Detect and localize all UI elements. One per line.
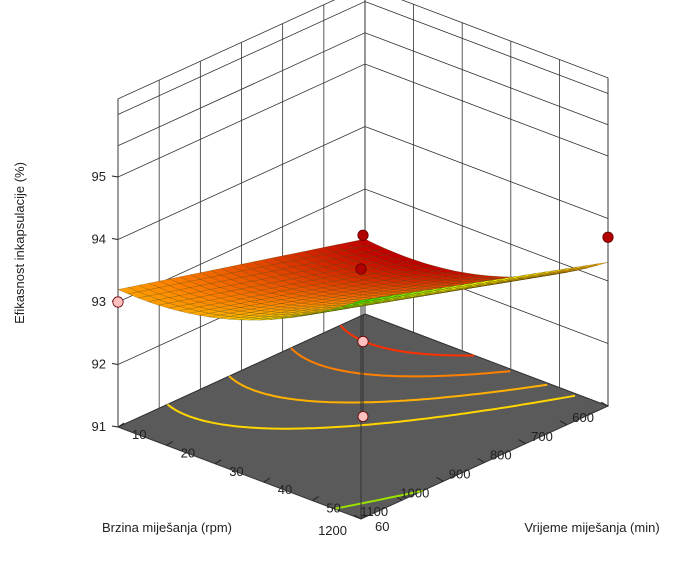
design-points <box>112 229 614 422</box>
y-tick-mark <box>600 401 609 407</box>
contour-line <box>339 324 475 357</box>
y-tick-mark <box>477 458 485 463</box>
x-axis-title: Vrijeme miješanja (min) <box>524 520 659 535</box>
y-tick-mark <box>518 439 526 445</box>
design-point <box>357 335 369 348</box>
design-point <box>602 231 614 243</box>
z-gridline <box>117 126 609 240</box>
z-gridline <box>117 188 609 303</box>
design-point <box>355 263 367 275</box>
z-tick-label: 95 <box>92 169 106 184</box>
z-gridline <box>117 32 609 147</box>
contour-line <box>166 394 576 430</box>
z-tick-label: 91 <box>92 419 106 434</box>
y-axis-title: Brzina miješanja (rpm) <box>102 520 232 535</box>
z-tick-mark <box>111 425 119 428</box>
y-tick-label: 700 <box>531 429 553 444</box>
x-tick-mark <box>360 514 368 520</box>
surface-cell <box>350 298 372 304</box>
y-tick-label: 900 <box>449 467 471 482</box>
y-tick-label: 800 <box>490 448 512 463</box>
z-tick-mark <box>111 363 119 365</box>
x-tick-mark <box>312 496 319 502</box>
y-tick-label: 600 <box>572 410 594 425</box>
z-gridline <box>117 1 609 115</box>
x-tick-label: 40 <box>278 482 292 497</box>
z-axis-title: Efikasnost inkapsulacije (%) <box>12 162 27 324</box>
contour-line <box>335 489 423 510</box>
y-tick-label: 1000 <box>400 485 429 500</box>
x-tick-mark <box>117 422 125 428</box>
x-tick-label: 50 <box>326 501 340 516</box>
x-tick-label: 60 <box>375 519 389 534</box>
chart-floor <box>111 175 610 520</box>
contour-line <box>228 375 548 404</box>
z-tick-label: 93 <box>92 294 106 309</box>
design-point <box>112 296 124 308</box>
z-tick-mark <box>111 238 119 240</box>
x-tick-mark <box>166 440 173 446</box>
x-tick-mark <box>214 459 222 465</box>
y-tick-label: 1100 <box>360 504 388 519</box>
y-tick-mark <box>353 514 362 520</box>
z-tick-label: 94 <box>92 232 106 247</box>
z-tick-mark <box>111 175 119 178</box>
z-tick-label: 92 <box>92 357 106 372</box>
x-tick-label: 30 <box>229 464 243 479</box>
tick-labels: 10 20 30 40 50 60 600 700 800 900 1000 1100 1200 91 92… <box>92 169 594 538</box>
x-tick-label: 10 <box>132 427 146 442</box>
y-tick-mark <box>436 476 444 482</box>
x-tick-mark <box>263 477 271 483</box>
surface-cell <box>587 262 609 268</box>
contour-line <box>290 347 511 378</box>
y-tick-mark <box>559 420 568 426</box>
design-point <box>357 229 369 241</box>
x-tick-label: 20 <box>181 445 195 460</box>
design-point-base <box>357 411 369 422</box>
z-gridline <box>117 63 609 178</box>
floor-contours <box>166 324 576 510</box>
y-tick-label: 1200 <box>318 523 347 538</box>
response-surface <box>117 238 609 321</box>
